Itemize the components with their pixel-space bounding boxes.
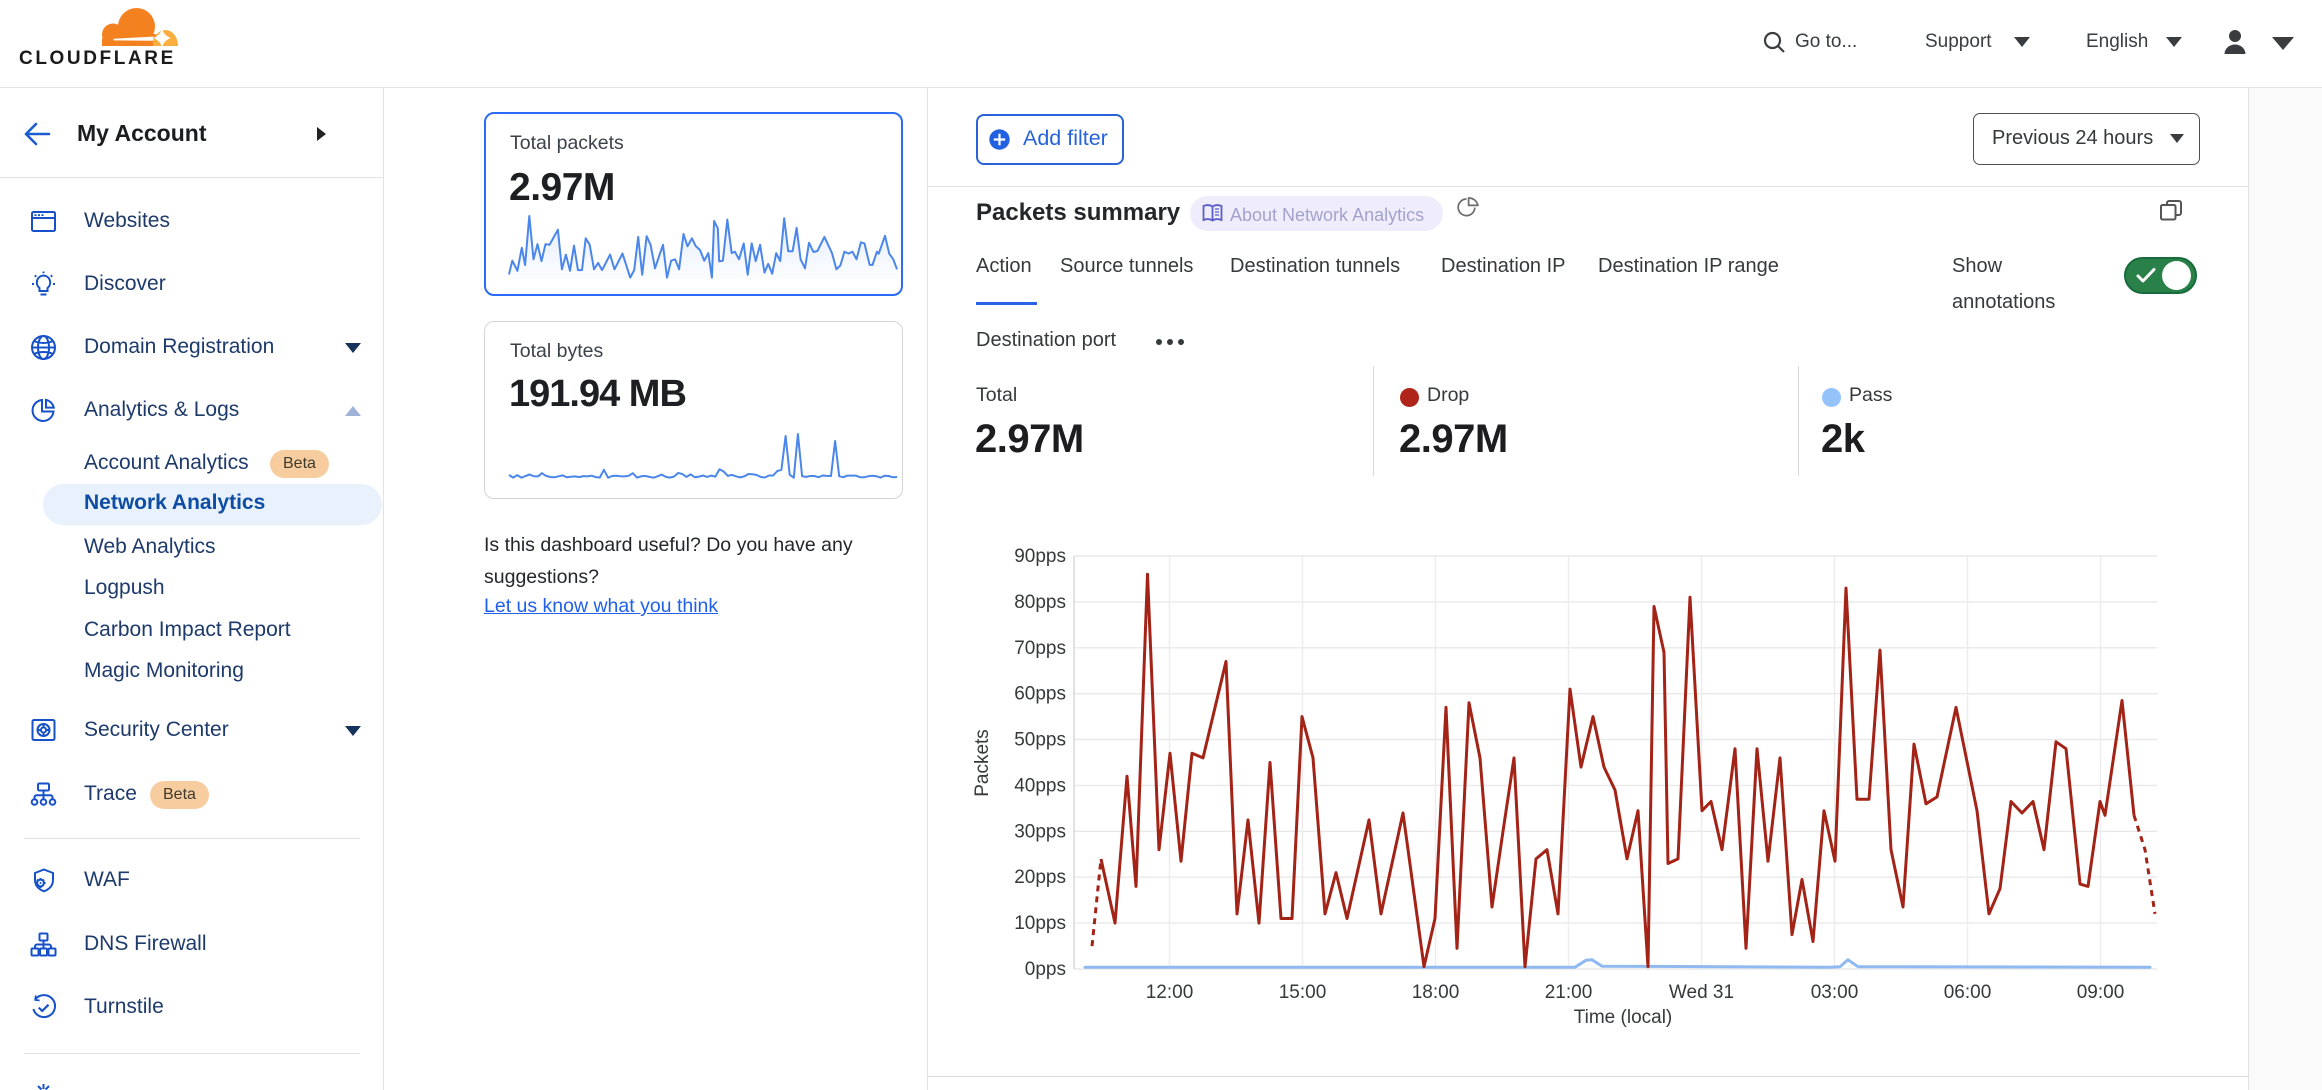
svg-text:21:00: 21:00 xyxy=(1545,982,1593,1003)
svg-text:18:00: 18:00 xyxy=(1412,982,1460,1003)
svg-text:06:00: 06:00 xyxy=(1944,982,1992,1003)
svg-text:Packets: Packets xyxy=(972,729,993,797)
svg-text:80pps: 80pps xyxy=(1014,592,1066,613)
svg-text:CLOUDFLARE: CLOUDFLARE xyxy=(19,48,176,69)
svg-text:10pps: 10pps xyxy=(1014,913,1066,934)
svg-text:50pps: 50pps xyxy=(1014,730,1066,751)
svg-text:15:00: 15:00 xyxy=(1279,982,1327,1003)
svg-text:Wed 31: Wed 31 xyxy=(1669,982,1734,1003)
svg-text:40pps: 40pps xyxy=(1014,775,1066,796)
svg-text:0pps: 0pps xyxy=(1025,959,1066,980)
svg-text:20pps: 20pps xyxy=(1014,867,1066,888)
svg-text:70pps: 70pps xyxy=(1014,638,1066,659)
svg-text:12:00: 12:00 xyxy=(1146,982,1194,1003)
svg-text:09:00: 09:00 xyxy=(2077,982,2125,1003)
svg-text:60pps: 60pps xyxy=(1014,684,1066,705)
svg-text:03:00: 03:00 xyxy=(1811,982,1859,1003)
svg-text:90pps: 90pps xyxy=(1014,546,1066,567)
svg-text:Time (local): Time (local) xyxy=(1574,1007,1673,1028)
svg-text:30pps: 30pps xyxy=(1014,821,1066,842)
